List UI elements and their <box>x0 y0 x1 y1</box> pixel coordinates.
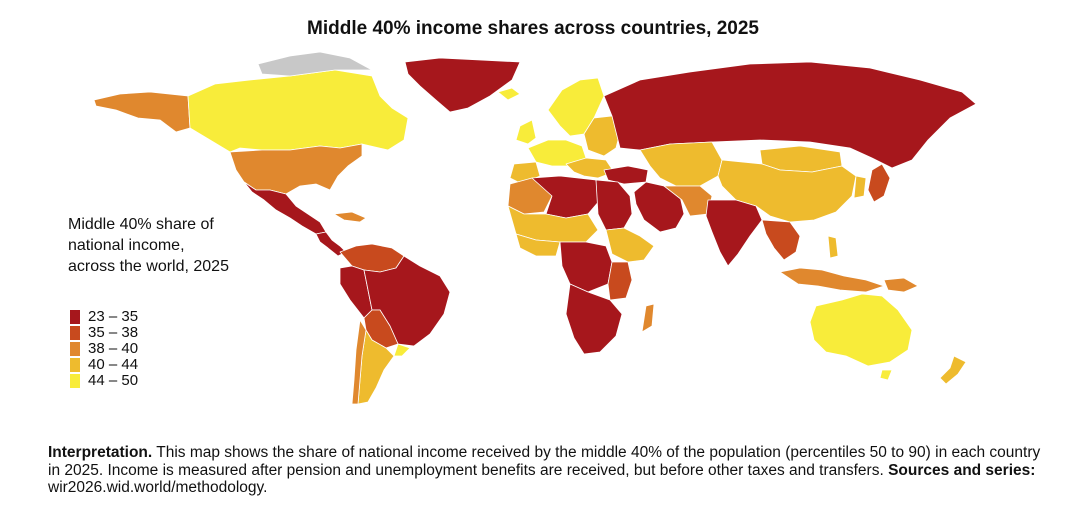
region-east-africa <box>607 261 633 301</box>
region-canada <box>187 69 409 153</box>
region-indonesia <box>779 267 885 293</box>
region-uk-ireland <box>515 119 537 145</box>
legend-label: 44 – 50 <box>88 372 139 389</box>
legend-swatch <box>70 374 80 388</box>
legend-heading-line-3: across the world, 2025 <box>68 258 229 275</box>
region-china <box>717 159 857 223</box>
region-papua-new-guinea <box>883 277 919 293</box>
legend-label: 38 – 40 <box>88 340 139 357</box>
legend: 23 – 35 35 – 38 38 – 40 40 – 44 44 – 50 <box>70 309 138 389</box>
legend-label: 35 – 38 <box>88 324 139 341</box>
region-west-africa-coast <box>515 233 561 257</box>
legend-heading-line-2: national income, <box>68 237 185 254</box>
region-russia <box>603 61 977 169</box>
region-chile <box>351 319 367 405</box>
region-scandinavia <box>547 77 605 137</box>
sources-label: Sources and series: <box>888 461 1036 479</box>
legend-label: 40 – 44 <box>88 356 139 373</box>
region-arctic-islands <box>257 51 373 77</box>
region-central-asia <box>639 141 723 187</box>
legend-item: 44 – 50 <box>70 373 138 389</box>
legend-swatch <box>70 342 80 356</box>
region-madagascar <box>641 303 655 333</box>
region-horn-of-africa <box>605 227 655 263</box>
region-uruguay <box>393 343 411 357</box>
legend-heading-line-1: Middle 40% share of <box>68 216 214 233</box>
region-tasmania <box>879 369 893 381</box>
interpretation-note: Interpretation. This map shows the share… <box>48 444 1048 497</box>
legend-heading: Middle 40% share of national income, acr… <box>68 214 278 277</box>
legend-item: 40 – 44 <box>70 357 138 373</box>
legend-item: 23 – 35 <box>70 309 138 325</box>
region-philippines <box>827 235 839 259</box>
region-korea <box>853 175 867 199</box>
region-southern-africa <box>565 283 623 355</box>
map-title: Middle 40% income shares across countrie… <box>307 18 759 39</box>
region-japan <box>867 163 891 203</box>
region-iceland <box>497 87 521 101</box>
region-egypt-sudan <box>595 179 633 231</box>
region-new-zealand <box>939 355 967 385</box>
legend-swatch <box>70 358 80 372</box>
sources-text: wir2026.wid.world/methodology. <box>48 479 268 496</box>
region-greenland <box>404 57 521 113</box>
region-alaska <box>93 91 191 133</box>
region-caribbean <box>333 211 367 223</box>
region-southeast-asia <box>761 219 801 261</box>
region-india <box>705 199 763 267</box>
legend-item: 38 – 40 <box>70 341 138 357</box>
interpretation-text: This map shows the share of national inc… <box>48 444 1041 479</box>
region-central-africa <box>559 241 613 293</box>
legend-swatch <box>70 326 80 340</box>
interpretation-label: Interpretation. <box>48 444 153 461</box>
legend-label: 23 – 35 <box>88 308 139 325</box>
legend-swatch <box>70 310 80 324</box>
region-australia <box>809 293 913 367</box>
legend-item: 35 – 38 <box>70 325 138 341</box>
